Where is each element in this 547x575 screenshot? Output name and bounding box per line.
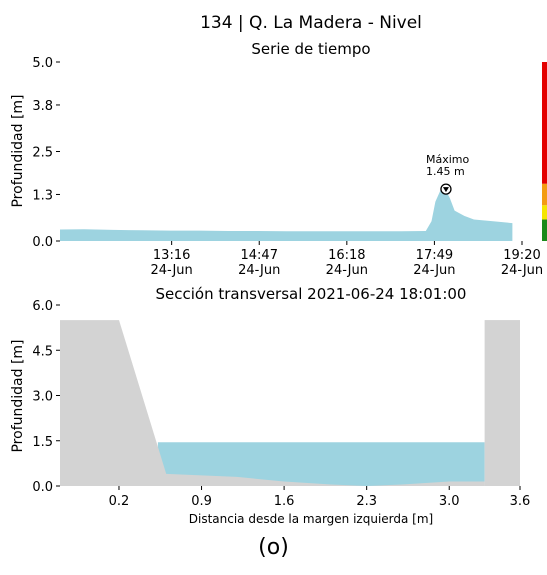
max-annotation-label: Máximo (426, 153, 470, 166)
time-series-chart: Serie de tiempo Máximo 1.45 m 0.0 1.3 2.5 3… (10, 40, 547, 278)
channel-bed (60, 320, 485, 486)
y-tick-label: 0.0 (32, 235, 53, 250)
y-tick-label: 6.0 (32, 299, 53, 314)
cross-section-x-ticks: 0.2 0.9 1.6 2.3 3.0 3.6 (109, 486, 531, 509)
y-tick-label: 1.3 (32, 188, 53, 203)
time-series-title: Serie de tiempo (251, 40, 370, 58)
cross-section-chart: Sección transversal 2021-06-24 18:01:00 … (10, 285, 530, 526)
y-tick-label: 1.5 (32, 435, 53, 450)
x-tick-label: 2.3 (356, 494, 377, 509)
cross-section-title: Sección transversal 2021-06-24 18:01:00 (156, 285, 467, 303)
cross-section-area-layer (60, 320, 520, 486)
x-tick-label: 3.0 (439, 494, 460, 509)
alert-segment-orange (542, 183, 547, 206)
y-tick-label: 5.0 (32, 56, 53, 71)
x-tick-label: 3.6 (510, 494, 531, 509)
alert-segment-green (542, 219, 547, 241)
water-depth-area (60, 189, 513, 241)
right-bank (484, 320, 520, 486)
max-annotation-value: 1.45 m (426, 165, 465, 178)
y-tick-label: 2.5 (32, 146, 53, 161)
x-tick-label: 0.2 (109, 494, 130, 509)
figure-title: 134 | Q. La Madera - Nivel (200, 13, 422, 33)
time-series-marker-layer (440, 183, 452, 195)
time-series-y-ticks: 0.0 1.3 2.5 3.8 5.0 (32, 56, 60, 250)
time-series-x-ticks: 13:1624-Jun14:4724-Jun16:1824-Jun17:4924… (151, 241, 543, 278)
figure-caption: (o) (258, 535, 289, 560)
x-tick-label: 1.6 (274, 494, 295, 509)
x-tick-date-label: 24-Jun (238, 263, 280, 278)
x-tick-time-label: 16:18 (328, 248, 365, 263)
x-tick-date-label: 24-Jun (413, 263, 455, 278)
x-tick-label: 0.9 (191, 494, 212, 509)
y-tick-label: 4.5 (32, 344, 53, 359)
cross-section-y-ticks: 0.0 1.5 3.0 4.5 6.0 (32, 299, 60, 495)
cross-section-y-axis-label: Profundidad [m] (10, 339, 26, 452)
x-tick-time-label: 17:49 (416, 248, 453, 263)
x-tick-date-label: 24-Jun (501, 263, 543, 278)
x-tick-date-label: 24-Jun (151, 263, 193, 278)
time-series-y-axis-label: Profundidad [m] (10, 94, 26, 207)
x-tick-time-label: 19:20 (503, 248, 540, 263)
x-tick-time-label: 13:16 (153, 248, 190, 263)
y-tick-label: 3.0 (32, 390, 53, 405)
x-tick-date-label: 24-Jun (326, 263, 368, 278)
x-tick-time-label: 14:47 (241, 248, 278, 263)
y-tick-label: 3.8 (32, 99, 53, 114)
alert-level-bar (542, 62, 547, 241)
y-tick-label: 0.0 (32, 480, 53, 495)
max-marker-arrow (442, 187, 449, 193)
time-series-area-layer (60, 189, 513, 241)
alert-segment-yellow (542, 205, 547, 220)
cross-section-x-axis-label: Distancia desde la margen izquierda [m] (189, 512, 433, 526)
alert-segment-red (542, 62, 547, 184)
